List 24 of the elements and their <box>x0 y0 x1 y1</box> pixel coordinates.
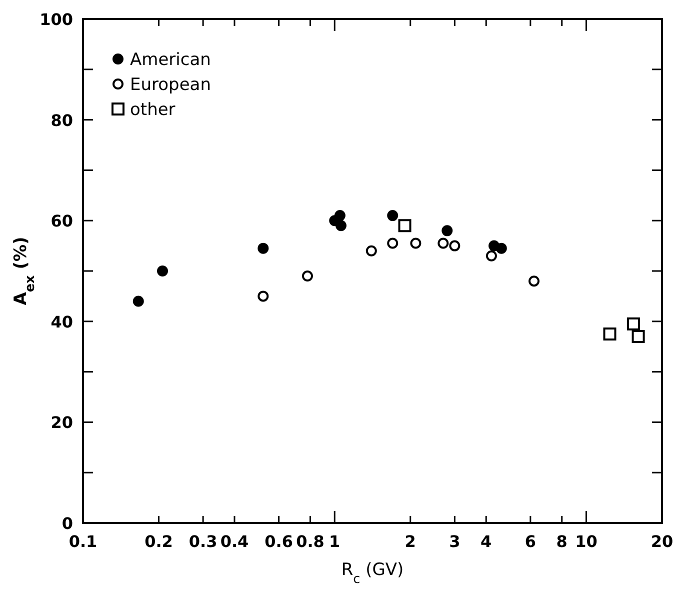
y-tick-label: 0 <box>62 514 73 533</box>
x-tick-label: 0.1 <box>68 532 98 551</box>
x-tick-label: 2 <box>404 532 416 551</box>
x-tick-label: 0.4 <box>220 532 249 551</box>
y-tick-label: 60 <box>50 212 73 231</box>
x-tick-label: 0.3 <box>188 532 218 551</box>
x-tick-label: 0.2 <box>144 532 173 551</box>
y-tick-label: 20 <box>50 413 73 432</box>
x-axis-title: R$_{c}$ (GV) <box>341 560 404 586</box>
x-tick-label: 1 <box>329 532 340 551</box>
x-tick-label: 0.6 <box>264 532 293 551</box>
x-tick-label: 10 <box>575 532 598 551</box>
x-tick-label: 3 <box>449 532 460 551</box>
x-tick-label: 20 <box>650 532 674 551</box>
x-tick-label: 8 <box>556 532 568 551</box>
y-tick-label: 40 <box>50 312 73 332</box>
x-tick-label: 6 <box>524 532 536 551</box>
legend-label: American <box>130 50 211 70</box>
legend-label: other <box>130 100 176 120</box>
x-tick-label: 0.8 <box>296 532 324 551</box>
legend-label: European <box>130 75 211 95</box>
y-tick-label: 100 <box>40 10 73 29</box>
x-tick-label: 4 <box>480 532 492 551</box>
y-tick-label: 80 <box>50 110 73 130</box>
